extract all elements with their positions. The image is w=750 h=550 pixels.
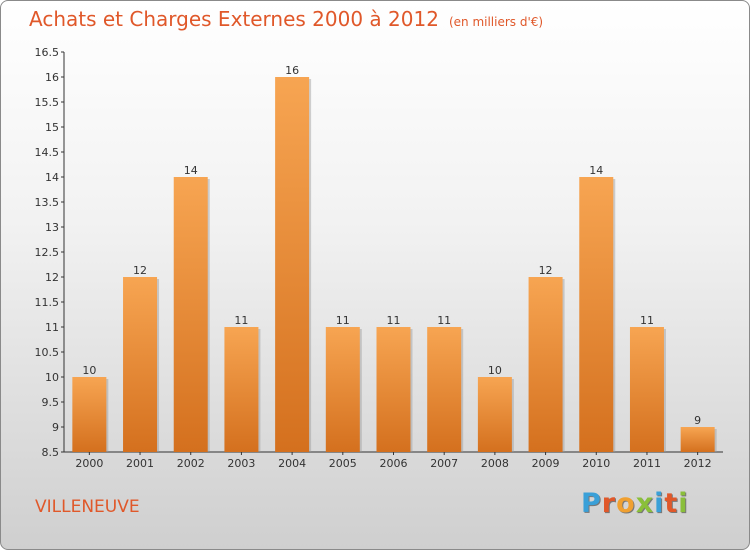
- y-tick-label: 13.5: [35, 196, 60, 209]
- x-tick-label: 2010: [582, 457, 610, 470]
- x-tick-label: 2006: [380, 457, 408, 470]
- bar-2011: [629, 327, 664, 452]
- y-tick-label: 12: [45, 271, 59, 284]
- bar-value-label: 12: [133, 264, 147, 277]
- x-tick-label: 2012: [684, 457, 712, 470]
- bar-2001: [123, 277, 158, 452]
- bar-value-label: 10: [488, 364, 502, 377]
- bar-2000: [72, 377, 107, 452]
- bar-value-label: 11: [437, 314, 451, 327]
- y-tick-label: 12.5: [35, 246, 60, 259]
- bar-2009: [528, 277, 563, 452]
- y-tick-label: 16.5: [35, 46, 60, 59]
- chart-subtitle: (en milliers d'€): [448, 15, 544, 29]
- bar-2008: [477, 377, 512, 452]
- logo-letter: r: [601, 488, 617, 519]
- x-tick-label: 2009: [532, 457, 560, 470]
- x-tick-label: 2000: [75, 457, 103, 470]
- y-tick-label: 13: [45, 221, 59, 234]
- x-tick-label: 2008: [481, 457, 509, 470]
- bar-2005: [325, 327, 360, 452]
- chart-title: Achats et Charges Externes 2000 à 2012 (e…: [29, 7, 543, 31]
- bar-2007: [427, 327, 462, 452]
- x-tick-label: 2002: [177, 457, 205, 470]
- x-tick-label: 2001: [126, 457, 154, 470]
- bar-2002: [173, 177, 208, 452]
- bar-2012: [680, 427, 715, 452]
- bar-value-label: 12: [539, 264, 553, 277]
- y-tick-label: 11.5: [35, 296, 60, 309]
- y-tick-label: 14: [45, 171, 59, 184]
- proxiti-logo: Proxiti: [581, 488, 689, 519]
- y-tick-label: 14.5: [35, 146, 60, 159]
- y-tick-label: 11: [45, 321, 59, 334]
- bar-2010: [579, 177, 614, 452]
- y-tick-label: 15.5: [35, 96, 60, 109]
- logo-letter: o: [616, 488, 636, 519]
- city-name: VILLENEUVE: [35, 497, 140, 517]
- x-tick-label: 2011: [633, 457, 661, 470]
- bar-value-label: 11: [640, 314, 654, 327]
- bar-value-label: 14: [589, 164, 603, 177]
- x-tick-label: 2004: [278, 457, 306, 470]
- logo-letter: i: [678, 488, 689, 519]
- bar-value-label: 16: [285, 64, 299, 77]
- y-tick-label: 16: [45, 71, 59, 84]
- y-tick-label: 8.5: [42, 446, 60, 459]
- bar-value-label: 14: [184, 164, 198, 177]
- bar-value-label: 11: [234, 314, 248, 327]
- y-tick-label: 9: [52, 421, 59, 434]
- bar-value-label: 10: [82, 364, 96, 377]
- x-tick-label: 2007: [430, 457, 458, 470]
- y-tick-label: 10: [45, 371, 59, 384]
- x-tick-label: 2005: [329, 457, 357, 470]
- logo-letter: x: [635, 488, 655, 519]
- bar-2004: [275, 77, 310, 452]
- bar-2006: [376, 327, 411, 452]
- bar-value-label: 9: [694, 414, 701, 427]
- logo-letter: P: [581, 488, 602, 519]
- bar-value-label: 11: [336, 314, 350, 327]
- y-tick-label: 9.5: [42, 396, 60, 409]
- bar-2003: [224, 327, 259, 452]
- bar-value-label: 11: [387, 314, 401, 327]
- x-tick-label: 2003: [227, 457, 255, 470]
- y-tick-label: 10.5: [35, 346, 60, 359]
- logo-letter: t: [664, 488, 679, 519]
- logo-letter: i: [654, 488, 665, 519]
- chart-title-text: Achats et Charges Externes 2000 à 2012: [29, 7, 439, 31]
- y-tick-label: 15: [45, 121, 59, 134]
